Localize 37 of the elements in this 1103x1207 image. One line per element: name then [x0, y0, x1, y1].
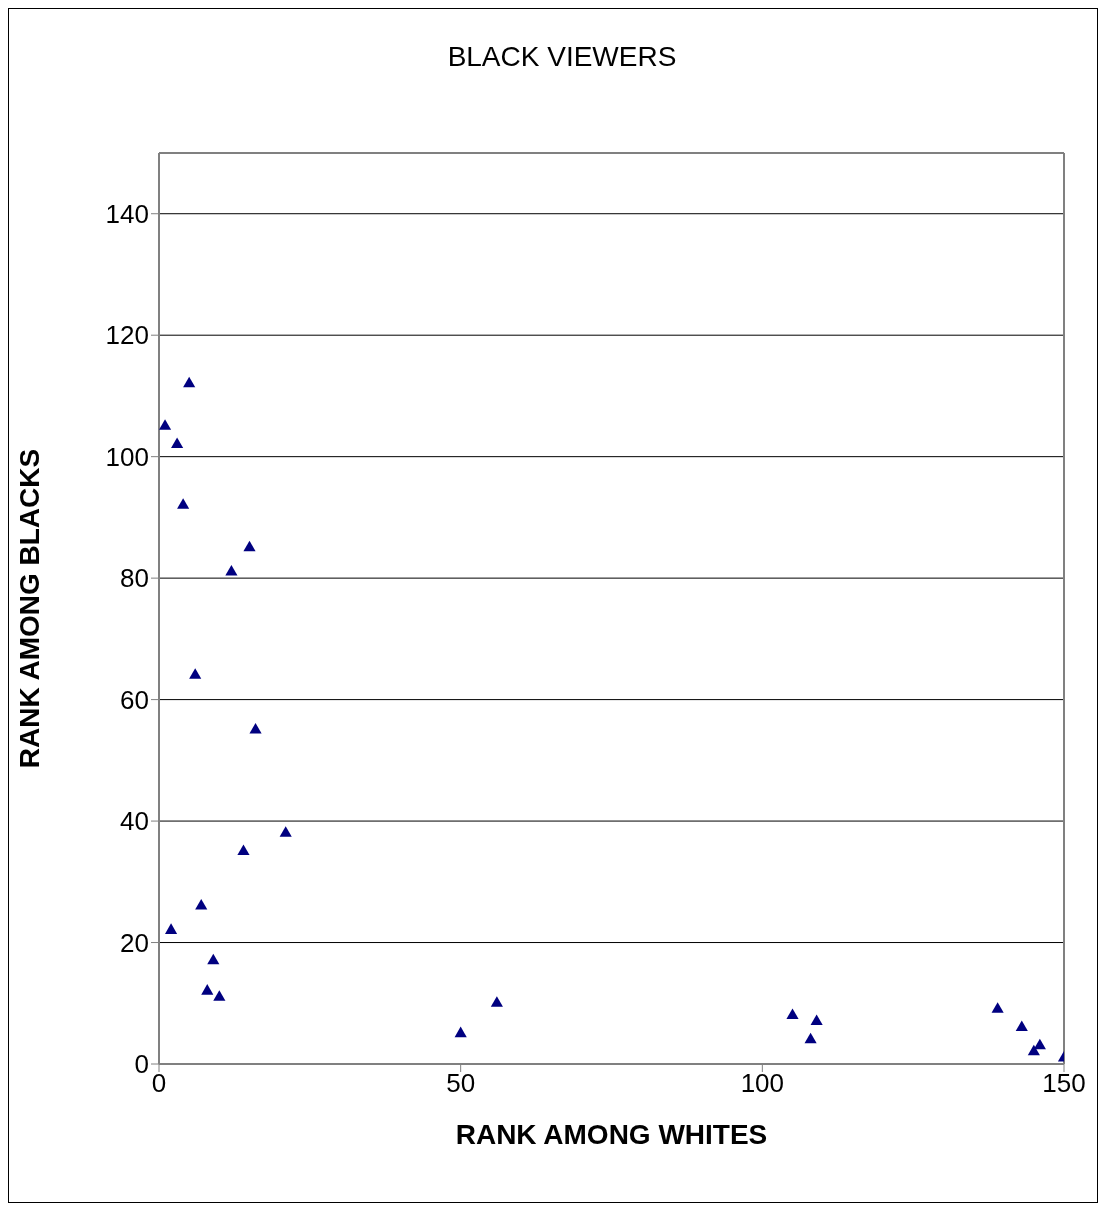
point: [189, 668, 202, 679]
y-tick-label: 100: [105, 441, 149, 472]
point: [279, 826, 292, 837]
chart-title: BLACK VIEWERS: [446, 41, 678, 73]
y-tick-label: 20: [120, 927, 149, 958]
point: [991, 1002, 1004, 1013]
point: [490, 996, 503, 1007]
x-tick-label: 100: [740, 1068, 785, 1099]
point: [177, 498, 190, 509]
point: [159, 419, 172, 430]
y-tick-label: 140: [105, 198, 149, 229]
x-axis-title: RANK AMONG WHITES: [455, 1119, 768, 1150]
y-axis-title: RANK AMONG BLACKS: [13, 448, 45, 769]
point: [1027, 1044, 1040, 1056]
point: [207, 953, 220, 965]
point: [171, 437, 184, 449]
point: [810, 1014, 823, 1025]
y-tick-label: 40: [120, 806, 149, 837]
point: [164, 923, 178, 934]
y-tick-label: 120: [105, 320, 149, 351]
point: [201, 984, 214, 995]
point: [183, 376, 196, 388]
point: [195, 899, 208, 910]
x-tick-label: 50: [446, 1068, 476, 1099]
point: [249, 722, 262, 734]
point: [804, 1032, 817, 1044]
point: [237, 844, 250, 855]
point: [213, 990, 226, 1001]
y-tick-label: 0: [134, 1049, 149, 1080]
point: [786, 1008, 799, 1019]
point: [454, 1026, 467, 1038]
point: [243, 540, 256, 552]
y-tick-label: 60: [120, 684, 149, 715]
x-tick-label: 150: [1042, 1068, 1086, 1099]
point: [1015, 1020, 1028, 1032]
y-tick-label: 80: [120, 563, 149, 594]
point: [225, 565, 238, 576]
